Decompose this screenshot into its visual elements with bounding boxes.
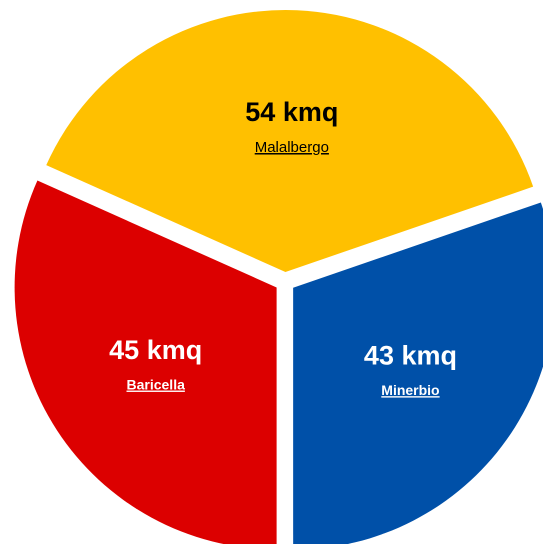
data-label: 43 kmq: [364, 341, 457, 371]
pie-slice: [14, 180, 277, 544]
category-label: Malalbergo: [255, 139, 329, 156]
data-label: 54 kmq: [245, 97, 338, 127]
pie-slice: [46, 10, 534, 273]
data-label: 45 kmq: [109, 335, 202, 365]
category-label: Baricella: [127, 377, 186, 393]
category-label: Minerbio: [381, 382, 439, 398]
pie-slice: [293, 202, 543, 544]
